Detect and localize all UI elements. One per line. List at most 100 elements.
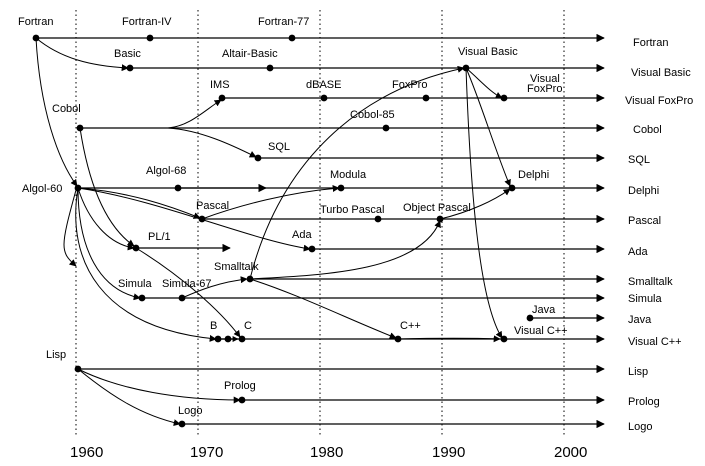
dot-dbase bbox=[320, 94, 328, 102]
language-label-visual-foxpro: Visual FoxPro bbox=[625, 95, 693, 107]
arrow-visual-basic-to-visual-cpp bbox=[465, 67, 503, 339]
arrow-lisp-to-logo bbox=[77, 368, 181, 427]
dot-c bbox=[238, 335, 246, 343]
derivation-arrows bbox=[35, 37, 511, 427]
node-label-logo: Logo bbox=[178, 405, 202, 417]
dot-algol-68 bbox=[174, 184, 182, 192]
node-label-visual-foxpro: Visual FoxPro bbox=[527, 73, 563, 95]
dot-lisp bbox=[74, 365, 82, 373]
language-label-visual-cpp: Visual C++ bbox=[628, 336, 682, 348]
dot-turbo-pascal bbox=[374, 215, 382, 223]
arrow-visual-basic-to-visual-foxpro bbox=[465, 67, 503, 99]
year-gridlines bbox=[75, 10, 565, 435]
year-label-1970: 1970 bbox=[190, 444, 223, 461]
dot-java bbox=[526, 314, 534, 322]
arrow-cobol-to-pl1 bbox=[79, 127, 135, 247]
language-label-visual-basic: Visual Basic bbox=[631, 67, 691, 79]
arrow-simula67-to-smalltalk bbox=[181, 276, 248, 299]
year-label-1960: 1960 bbox=[70, 444, 103, 461]
language-timelines bbox=[36, 33, 605, 429]
year-label-2000: 2000 bbox=[554, 444, 587, 461]
node-label-b: B bbox=[210, 320, 217, 332]
dot-simula bbox=[138, 294, 146, 302]
language-label-pascal: Pascal bbox=[628, 215, 661, 227]
arrow-algol60-to-simula bbox=[77, 187, 141, 301]
node-label-foxpro: FoxPro bbox=[392, 79, 427, 91]
node-label-cobol-85: Cobol-85 bbox=[350, 109, 395, 121]
arrow-visual-basic-to-delphi bbox=[465, 67, 511, 187]
arrow-algol60-to-simula67 bbox=[63, 189, 77, 267]
node-label-visual-cpp: Visual C++ bbox=[514, 325, 568, 337]
dot-fortran bbox=[32, 34, 40, 42]
dot-cobol bbox=[76, 124, 84, 132]
arrow-pascal-to-modula bbox=[201, 185, 340, 220]
node-label-modula: Modula bbox=[330, 169, 367, 181]
arrow-object-pascal-to-delphi bbox=[439, 188, 511, 220]
node-label-cobol: Cobol bbox=[52, 103, 81, 115]
dot-b2 bbox=[224, 335, 232, 343]
dot-ada bbox=[308, 245, 316, 253]
node-label-java: Java bbox=[532, 304, 556, 316]
language-label-smalltalk: Smalltalk bbox=[628, 276, 673, 288]
arrow-fortran-to-basic bbox=[35, 37, 129, 72]
language-label-fortran: Fortran bbox=[633, 37, 668, 49]
node-label-smalltalk: Smalltalk bbox=[214, 261, 259, 273]
node-label-pl1: PL/1 bbox=[148, 231, 171, 243]
dot-delphi bbox=[508, 184, 516, 192]
language-label-logo: Logo bbox=[628, 421, 652, 433]
dot-smalltalk bbox=[246, 275, 254, 283]
year-label-1990: 1990 bbox=[432, 444, 465, 461]
event-dots bbox=[32, 34, 534, 428]
dot-basic bbox=[126, 64, 134, 72]
language-labels: Fortran Visual Basic Visual FoxPro Cobol… bbox=[625, 37, 693, 433]
language-label-ada: Ada bbox=[628, 246, 648, 258]
node-label-altair-basic: Altair-Basic bbox=[222, 48, 278, 60]
dot-visual-cpp bbox=[500, 335, 508, 343]
dot-cpp bbox=[394, 335, 402, 343]
node-label-object-pascal: Object Pascal bbox=[403, 202, 471, 214]
node-label-dbase: dBASE bbox=[306, 79, 341, 91]
language-label-lisp: Lisp bbox=[628, 366, 648, 378]
language-label-prolog: Prolog bbox=[628, 396, 660, 408]
year-axis: 1960 1970 1980 1990 2000 bbox=[70, 444, 587, 461]
dot-visual-basic bbox=[462, 64, 470, 72]
language-label-cobol: Cobol bbox=[633, 124, 662, 136]
node-label-basic: Basic bbox=[114, 48, 141, 60]
node-label-fortran: Fortran bbox=[18, 16, 53, 28]
node-label-turbo-pascal: Turbo Pascal bbox=[320, 204, 384, 216]
dot-cobol-85 bbox=[382, 124, 390, 132]
dot-algol-60 bbox=[74, 184, 82, 192]
node-label-fortran-77: Fortran-77 bbox=[258, 16, 309, 28]
node-label-visual-foxpro-line2: FoxPro bbox=[527, 83, 562, 95]
node-labels: Fortran Fortran-IV Fortran-77 Basic Alta… bbox=[18, 16, 568, 417]
node-label-cpp: C++ bbox=[400, 320, 421, 332]
year-label-1980: 1980 bbox=[310, 444, 343, 461]
arrow-smalltalk-to-visual-basic bbox=[249, 65, 465, 280]
node-label-visual-basic: Visual Basic bbox=[458, 46, 518, 58]
language-label-delphi: Delphi bbox=[628, 185, 659, 197]
arrow-algol60-to-pascal bbox=[77, 187, 201, 219]
arrow-cobol-to-sql bbox=[167, 127, 257, 158]
node-label-simula: Simula bbox=[118, 278, 153, 290]
node-label-delphi: Delphi bbox=[518, 169, 549, 181]
arrow-algol60-to-b bbox=[75, 187, 217, 342]
dot-pl1 bbox=[132, 244, 140, 252]
node-label-algol-60: Algol-60 bbox=[22, 183, 62, 195]
dot-foxpro bbox=[422, 94, 430, 102]
node-label-fortran-iv: Fortran-IV bbox=[122, 16, 172, 28]
arrow-lisp-to-prolog bbox=[77, 368, 241, 404]
dot-fortran-77 bbox=[288, 34, 296, 42]
arrow-pl1-to-c bbox=[135, 247, 241, 338]
node-label-ada: Ada bbox=[292, 229, 312, 241]
dot-object-pascal bbox=[436, 215, 444, 223]
arrow-cpp-to-visual-cpp bbox=[397, 335, 501, 343]
dot-visual-foxpro bbox=[500, 94, 508, 102]
node-label-c: C bbox=[244, 320, 252, 332]
node-label-sql: SQL bbox=[268, 141, 290, 153]
node-label-pascal: Pascal bbox=[196, 200, 229, 212]
node-label-visual-foxpro-line1: Visual bbox=[530, 73, 560, 85]
dot-altair-basic bbox=[266, 64, 274, 72]
arrow-smalltalk-to-object-pascal bbox=[249, 220, 441, 280]
dot-prolog bbox=[238, 396, 246, 404]
dot-ims bbox=[218, 94, 226, 102]
